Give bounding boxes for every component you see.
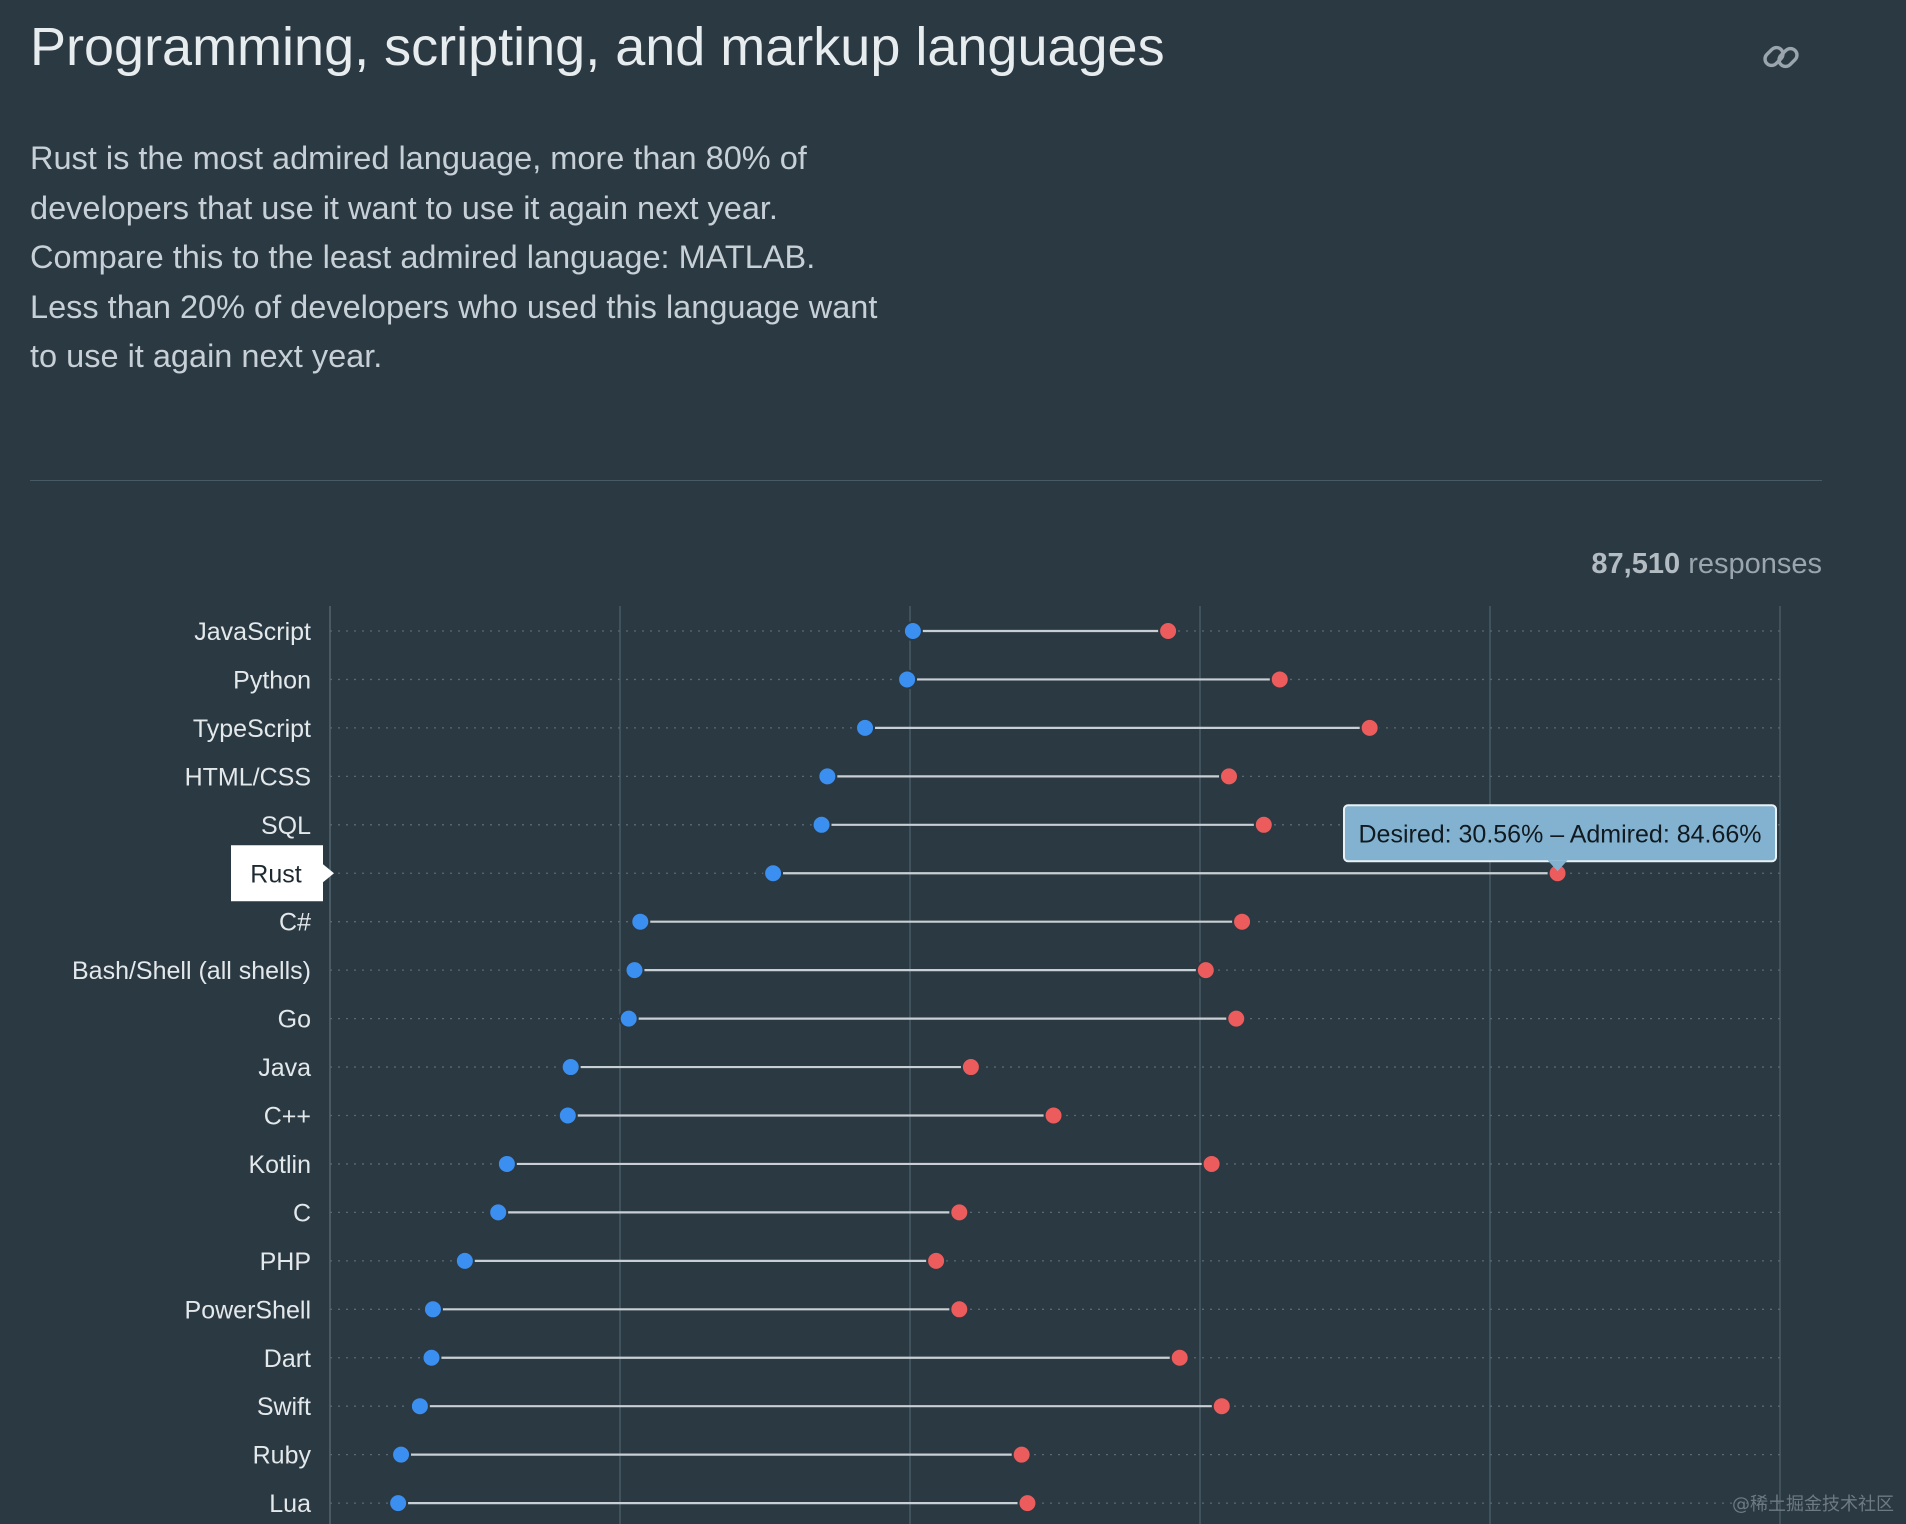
category-label: Rust [250,860,301,888]
desired-point-rust [763,863,784,884]
responses-count: 87,510 responses [1591,548,1822,581]
category-label: Go [278,1006,311,1034]
admired-point-php [926,1250,947,1271]
category-label: Dart [264,1345,311,1373]
desired-point-python [897,669,918,690]
desired-point-java [560,1057,581,1078]
desired-point-swift [409,1396,430,1417]
admired-point-html-css [1219,766,1239,787]
category-label: Ruby [253,1442,312,1470]
admired-point-dart [1169,1347,1190,1368]
admired-point-python [1269,669,1290,690]
category-label: Swift [257,1393,311,1421]
admired-point-kotlin [1201,1153,1222,1174]
section-divider [30,480,1822,481]
admired-point-powershell [949,1299,970,1320]
category-label: Bash/Shell (all shells) [72,957,311,985]
link-icon[interactable] [1760,36,1802,78]
responses-number: 87,510 [1591,548,1681,580]
desired-point-javascript [902,621,923,641]
watermark: @稀土掘金技术社区 [1732,1494,1894,1515]
admired-point-bash-shell-all-shells [1195,960,1216,981]
admired-point-go [1226,1008,1247,1029]
page-title: Programming, scripting, and markup langu… [30,17,1165,77]
desired-point-typescript [855,717,876,738]
tooltip: Desired: 30.56% – Admired: 84.66% [1343,804,1777,872]
category-label: C# [279,909,311,937]
category-label: PHP [260,1248,311,1276]
highlight-label-pointer [323,864,334,883]
tooltip-text: Desired: 30.56% – Admired: 84.66% [1358,820,1761,848]
category-label: HTML/CSS [185,763,311,791]
desired-point-lua [388,1493,409,1514]
category-label: SQL [261,812,311,840]
tooltip-pointer [1547,860,1568,872]
admired-point-java [960,1057,981,1078]
desired-point-powershell [422,1299,443,1320]
admired-point-c [1232,911,1253,932]
category-label: PowerShell [185,1296,311,1324]
category-label: Kotlin [248,1151,311,1179]
category-label: TypeScript [193,715,311,743]
admired-point-ruby [1011,1444,1032,1465]
desired-point-php [454,1250,475,1271]
desired-point-c [557,1105,578,1126]
category-label: C++ [264,1103,311,1131]
admired-point-typescript [1359,717,1380,738]
category-label: Lua [269,1490,311,1518]
responses-label: responses [1688,548,1822,580]
admired-point-swift [1211,1396,1232,1417]
admired-point-c [1043,1105,1064,1126]
category-label: Python [233,666,311,694]
desired-point-go [618,1008,639,1029]
desired-point-ruby [391,1444,412,1465]
desired-point-bash-shell-all-shells [624,960,645,981]
chart-description: Rust is the most admired language, more … [30,140,878,374]
admired-point-c [949,1202,970,1223]
highlight-label-box [231,845,323,902]
category-label: Java [258,1054,311,1082]
category-label: C [293,1199,311,1227]
desired-point-dart [421,1347,442,1368]
desired-point-html-css [817,766,838,787]
desired-point-c [630,911,651,932]
desired-point-kotlin [496,1153,517,1174]
admired-point-lua [1017,1493,1038,1514]
desired-point-sql [811,814,832,835]
admired-point-sql [1253,814,1274,835]
desired-point-c [488,1202,509,1223]
admired-point-javascript [1158,621,1179,641]
category-label: JavaScript [194,618,311,646]
